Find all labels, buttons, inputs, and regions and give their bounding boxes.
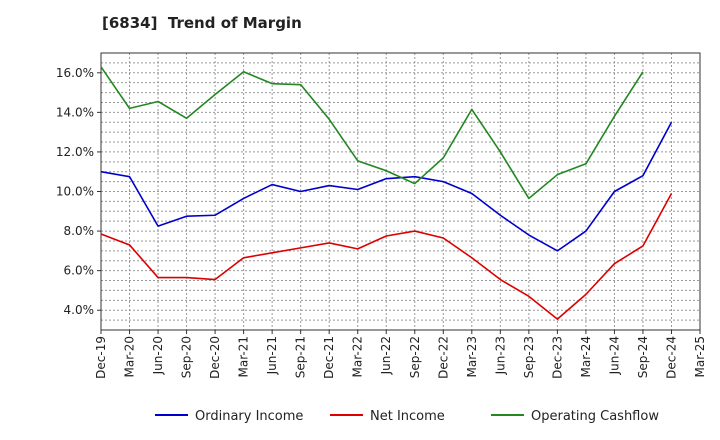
y-tick-label: 8.0%	[64, 224, 95, 238]
x-tick-label: Jun-24	[607, 336, 621, 375]
x-tick-label: Sep-23	[522, 336, 536, 378]
legend-label-ordinary-income: Ordinary Income	[195, 409, 303, 424]
series-line-net-income	[100, 193, 673, 320]
x-tick-label: Jun-20	[151, 336, 165, 375]
x-tick-label: Jun-21	[265, 336, 279, 375]
x-tick-label: Dec-19	[94, 336, 108, 379]
series-line-operating-cashflow	[100, 66, 644, 200]
x-tick-label: Mar-20	[123, 336, 137, 377]
x-tick-label: Sep-24	[636, 336, 650, 378]
x-tick-label: Dec-24	[664, 336, 678, 379]
x-tick-label: Sep-20	[180, 336, 194, 378]
y-tick-label: 14.0%	[56, 105, 94, 119]
x-tick-label: Jun-22	[379, 336, 393, 375]
legend-label-net-income: Net Income	[370, 409, 445, 424]
x-tick-label: Mar-23	[465, 336, 479, 377]
x-tick-label: Mar-24	[579, 336, 593, 377]
x-tick-label: Jun-23	[493, 336, 507, 375]
x-tick-label: Mar-25	[693, 336, 707, 377]
x-tick-label: Dec-21	[322, 336, 336, 379]
x-tick-label: Sep-22	[408, 336, 422, 378]
x-tick-label: Mar-22	[351, 336, 365, 377]
chart-title: [6834] Trend of Margin	[102, 14, 302, 32]
y-tick-label: 16.0%	[56, 66, 94, 80]
y-tick-label: 12.0%	[56, 145, 94, 159]
x-tick-label: Dec-22	[436, 336, 450, 379]
x-tick-label: Dec-20	[208, 336, 222, 379]
x-tick-label: Sep-21	[294, 336, 308, 378]
y-tick-label: 6.0%	[64, 264, 95, 278]
x-tick-label: Dec-23	[550, 336, 564, 379]
y-tick-label: 4.0%	[64, 303, 95, 317]
legend-label-operating-cashflow: Operating Cashflow	[531, 409, 659, 424]
series-line-ordinary-income	[100, 121, 673, 252]
x-tick-label: Mar-21	[237, 336, 251, 377]
y-tick-label: 10.0%	[56, 185, 94, 199]
